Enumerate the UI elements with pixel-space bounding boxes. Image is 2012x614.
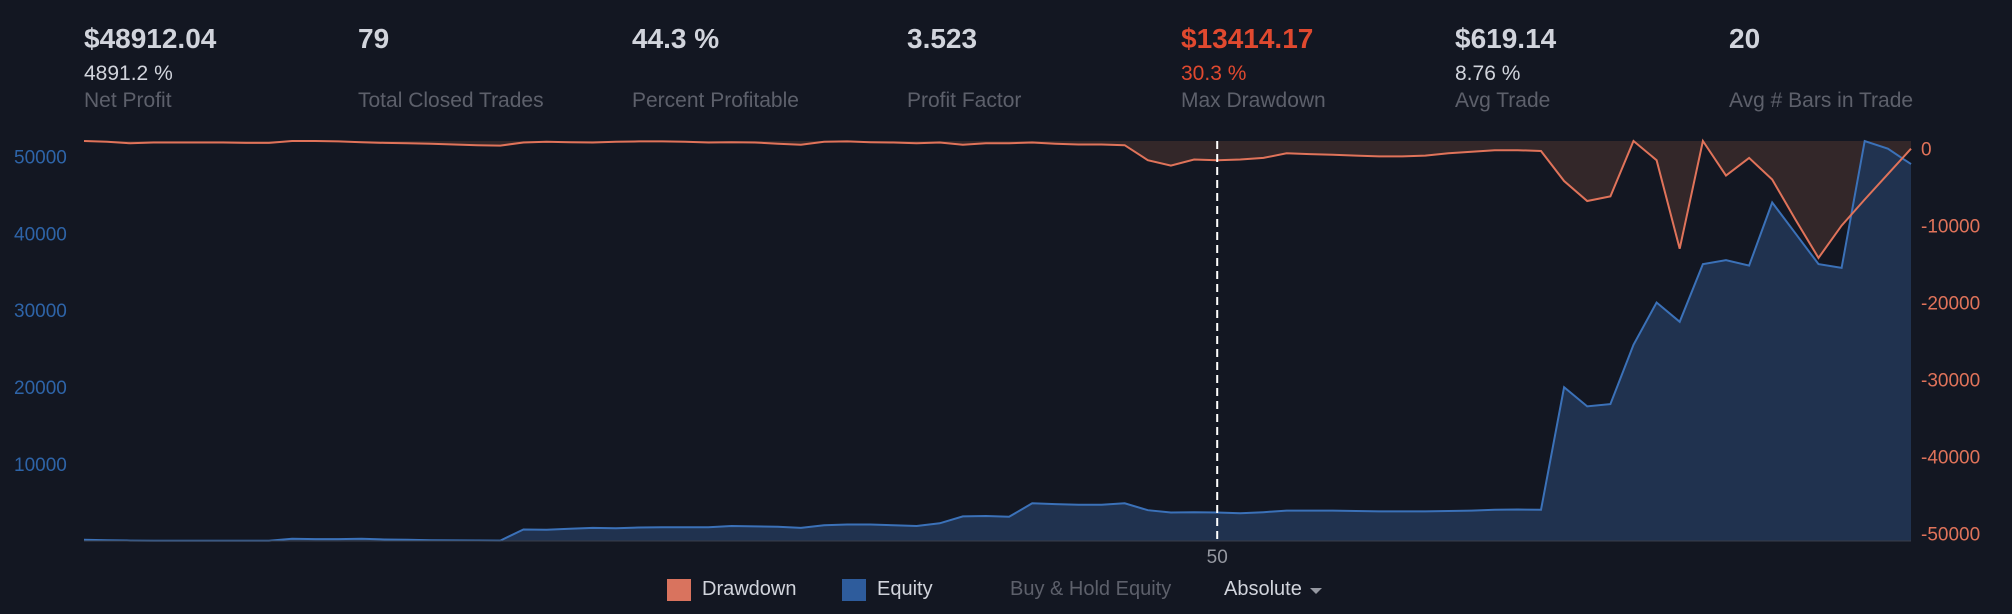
scale-mode-label: Absolute <box>1224 578 1302 600</box>
right-axis-tick-label: -40000 <box>1921 447 1980 468</box>
left-axis-tick-label: 50000 <box>14 147 67 168</box>
stat-max-drawdown: $13414.17 30.3 % Max Drawdown <box>1181 22 1451 114</box>
total-closed-trades-label: Total Closed Trades <box>358 89 544 112</box>
profit-factor-label: Profit Factor <box>907 89 1022 112</box>
total-closed-trades-value: 79 <box>358 23 390 54</box>
profit-factor-sub <box>907 60 1177 88</box>
percent-profitable-value: 44.3 % <box>632 23 720 54</box>
right-axis-tick-label: -50000 <box>1921 524 1980 545</box>
stat-total-closed-trades: 79 Total Closed Trades <box>358 22 628 114</box>
avg-trade-value: $619.14 <box>1455 23 1557 54</box>
left-axis-tick-label: 30000 <box>14 301 67 322</box>
avg-bars-sub <box>1729 60 1913 88</box>
left-axis-tick-label: 40000 <box>14 224 67 245</box>
legend-buy-hold-equity[interactable]: Buy & Hold Equity <box>1010 578 1171 601</box>
right-axis-tick-label: 0 <box>1921 140 1932 161</box>
equity-swatch <box>842 578 866 601</box>
right-axis-tick-label: -10000 <box>1921 217 1980 238</box>
chart-legend: Drawdown Equity Buy & Hold Equity Absolu… <box>0 578 2012 608</box>
stat-percent-profitable: 44.3 % Percent Profitable <box>632 22 902 114</box>
drawdown-line <box>83 138 1912 260</box>
equity-drawdown-chart[interactable]: 50 10000 20000 30000 40000 50000 0 -10000 -20000… <box>0 125 2012 573</box>
max-drawdown-value: $13414.17 <box>1181 23 1314 54</box>
drawdown-area <box>84 141 1911 258</box>
right-axis-tick-label: -30000 <box>1921 370 1980 391</box>
net-profit-value: $48912.04 <box>84 23 217 54</box>
legend-equity[interactable]: Equity <box>842 578 933 601</box>
stat-avg-bars-in-trades: 20 Avg # Bars in Trades <box>1729 22 1913 114</box>
avg-bars-label: Avg # Bars in Trades <box>1729 89 1913 112</box>
net-profit-percent: 4891.2 % <box>84 62 173 85</box>
percent-profitable-label: Percent Profitable <box>632 89 799 112</box>
avg-bars-value: 20 <box>1729 23 1761 54</box>
scale-mode-dropdown[interactable]: Absolute <box>1224 578 1322 601</box>
profit-factor-value: 3.523 <box>907 23 978 54</box>
legend-drawdown[interactable]: Drawdown <box>667 578 796 601</box>
max-drawdown-label: Max Drawdown <box>1181 89 1326 112</box>
legend-drawdown-label: Drawdown <box>702 578 797 600</box>
legend-equity-label: Equity <box>877 578 933 600</box>
equity-area <box>84 141 1911 541</box>
left-axis-tick-label: 10000 <box>14 455 67 476</box>
avg-trade-label: Avg Trade <box>1455 89 1551 112</box>
percent-profitable-sub <box>632 60 902 88</box>
net-profit-label: Net Profit <box>84 89 172 112</box>
stat-avg-trade: $619.14 8.76 % Avg Trade <box>1455 22 1725 114</box>
x-axis-tick-label: 50 <box>1207 547 1228 568</box>
stat-net-profit: $48912.04 4891.2 % Net Profit <box>84 22 354 114</box>
left-axis-tick-label: 20000 <box>14 378 67 399</box>
chevron-down-icon <box>1309 588 1322 594</box>
stat-profit-factor: 3.523 Profit Factor <box>907 22 1177 114</box>
max-drawdown-percent: 30.3 % <box>1181 62 1247 85</box>
legend-buy-hold-label: Buy & Hold Equity <box>1010 578 1172 600</box>
performance-summary: $48912.04 4891.2 % Net Profit 79 Total C… <box>0 0 2012 125</box>
drawdown-swatch <box>667 578 691 601</box>
total-closed-trades-sub <box>358 60 628 88</box>
right-axis-tick-label: -20000 <box>1921 294 1980 315</box>
equity-line <box>83 139 1912 542</box>
avg-trade-percent: 8.76 % <box>1455 62 1521 85</box>
